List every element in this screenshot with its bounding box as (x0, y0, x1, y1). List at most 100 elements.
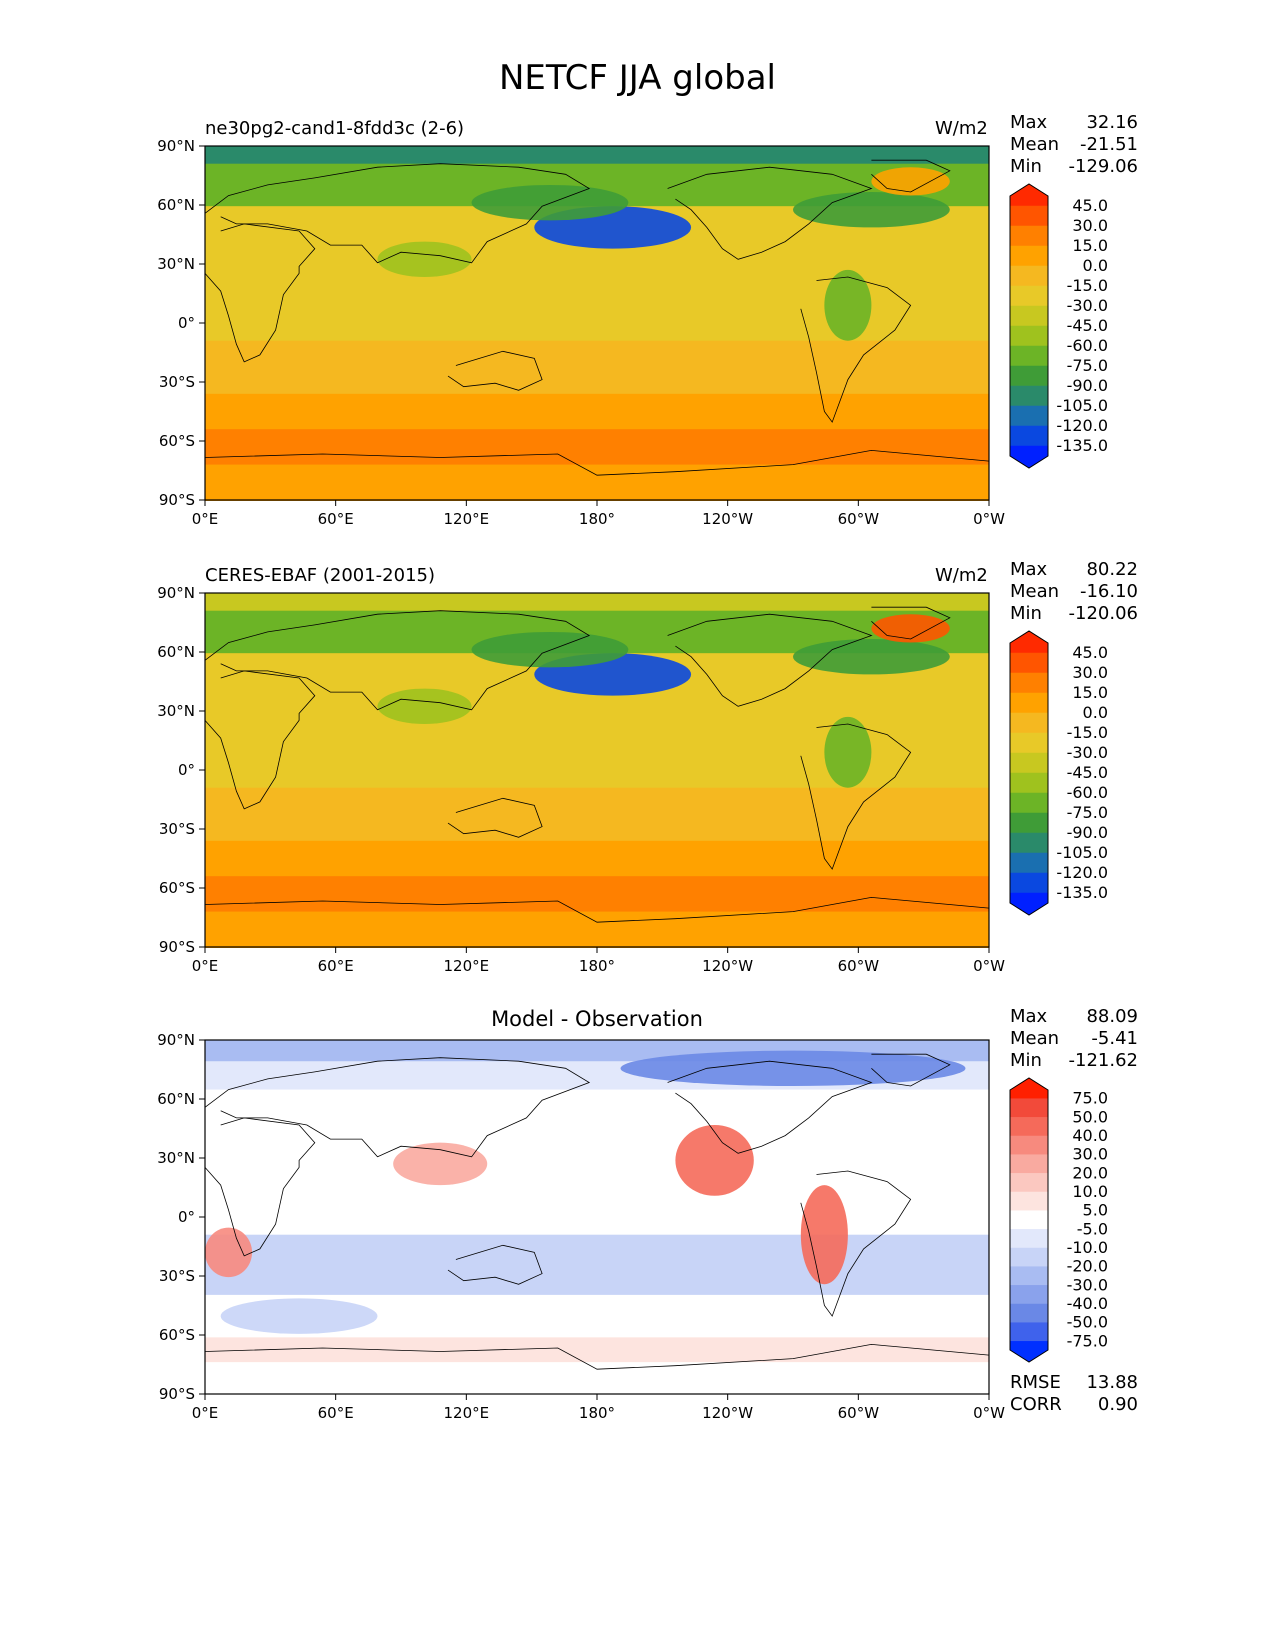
panel-units: W/m2 (935, 118, 988, 139)
stat-row-max: Max 88.09 (1010, 1006, 1138, 1028)
colorbar-swatch (1009, 832, 1049, 854)
stat-value-max: 80.22 (1086, 559, 1138, 580)
lat-tick-label: 60°S (159, 879, 195, 897)
stat-row-mean: Mean -16.10 (1010, 581, 1138, 603)
coastline (447, 1244, 543, 1285)
field-anomaly (871, 167, 950, 196)
field-anomaly (205, 1227, 253, 1278)
colorbar-swatch (1009, 892, 1049, 916)
colorbar-swatch (1009, 672, 1049, 694)
stat-label-min: Min (1010, 156, 1042, 177)
stat-label-max: Max (1010, 1006, 1048, 1027)
lon-tick-label: 120°W (702, 1404, 753, 1422)
coastline (204, 896, 990, 923)
coastline (204, 1117, 316, 1257)
stat-value-mean: -21.51 (1079, 134, 1138, 155)
colorbar-tick-label: -45.0 (1067, 316, 1108, 335)
colorbar-swatch (1009, 205, 1049, 227)
colorbar-tick-label: 45.0 (1072, 196, 1108, 215)
colorbar-swatch (1009, 772, 1049, 794)
colorbar-swatch (1009, 365, 1049, 387)
lat-tick-label: 90°N (157, 584, 195, 602)
colorbar-swatch (1009, 345, 1049, 367)
colorbar-outline (1009, 183, 1049, 469)
colorbar-swatch (1009, 1154, 1049, 1174)
map-panel-test: 90°N 60°N 30°N 0° 30°S 60°S 90°S0°E 60°E 120°E 18… (157, 137, 1005, 528)
stat-value-min: -129.06 (1068, 156, 1138, 177)
lon-tick-label: 0°W (973, 510, 1005, 528)
field-band (205, 876, 989, 913)
field-band (205, 840, 989, 878)
field-band (205, 699, 989, 789)
colorbar-tick-label: -30.0 (1067, 1275, 1108, 1294)
field-anomaly (471, 631, 629, 668)
lon-tick-label: 60°W (838, 957, 880, 975)
colorbar-tick-label: -15.0 (1067, 276, 1108, 295)
colorbar-tick-label: -10.0 (1067, 1238, 1108, 1257)
coastline (204, 223, 316, 363)
colorbar-tick-label: -50.0 (1067, 1313, 1108, 1332)
lat-tick-label: 90°S (159, 1385, 195, 1403)
colorbar-swatch (1009, 285, 1049, 307)
colorbar-swatch (1009, 1135, 1049, 1155)
panel-left-title: CERES-EBAF (2001-2015) (205, 565, 436, 586)
coastline (800, 276, 912, 423)
colorbar-tick-label: -90.0 (1067, 376, 1108, 395)
colorbar-swatch (1009, 1247, 1049, 1267)
panel-center-title: Model - Observation (491, 1007, 703, 1031)
field-band (205, 1089, 989, 1236)
coastline (204, 163, 591, 264)
lon-tick-label: 0°W (973, 1404, 1005, 1422)
lat-tick-label: 30°N (157, 1149, 195, 1167)
lon-tick-label: 120°E (444, 510, 490, 528)
map-panel-reference: 90°N 60°N 30°N 0° 30°S 60°S 90°S0°E 60°E 120°E 18… (157, 584, 1005, 975)
colorbar-tick-label: -135.0 (1056, 883, 1108, 902)
field-anomaly (377, 241, 472, 277)
map-panel-diff: 90°N 60°N 30°N 0° 30°S 60°S 90°S0°E 60°E 120°E 18… (157, 1031, 1005, 1422)
lon-tick-label: 60°W (838, 510, 880, 528)
lon-tick-label: 120°W (702, 957, 753, 975)
colorbar-outline (1009, 630, 1049, 916)
lat-tick-label: 30°N (157, 702, 195, 720)
colorbar-diff: 75.050.040.030.020.010.05.0-5.0-10.0-20.… (1009, 1077, 1108, 1363)
stat-label-mean: Mean (1010, 581, 1060, 602)
colorbar-swatch (1009, 1229, 1049, 1249)
colorbar-tick-label: 45.0 (1072, 643, 1108, 662)
field-anomaly (793, 639, 950, 675)
lat-tick-label: 60°S (159, 432, 195, 450)
colorbar-swatch (1009, 1341, 1049, 1363)
lon-tick-label: 120°E (444, 957, 490, 975)
colorbar-tick-label: -105.0 (1056, 396, 1108, 415)
stat-value-max: 88.09 (1086, 1006, 1138, 1027)
stat-value-max: 32.16 (1086, 112, 1138, 133)
stat-row-min: Min -120.06 (1010, 603, 1138, 625)
coastline (447, 350, 543, 391)
colorbar-swatch (1009, 652, 1049, 674)
colorbar-tick-label: -5.0 (1077, 1219, 1108, 1238)
colorbar-tick-label: 15.0 (1072, 236, 1108, 255)
lat-tick-label: 60°S (159, 1326, 195, 1344)
colorbar-swatch (1009, 225, 1049, 247)
coastline (204, 1343, 990, 1370)
stat-label-mean: Mean (1010, 134, 1060, 155)
lon-tick-label: 60°E (318, 1404, 354, 1422)
colorbar-swatch (1009, 385, 1049, 407)
panel-units: W/m2 (935, 565, 988, 586)
colorbar-tick-label: 10.0 (1072, 1182, 1108, 1201)
colorbar-tick-label: 30.0 (1072, 1145, 1108, 1164)
stat-value-mean: -16.10 (1079, 581, 1138, 602)
colorbar-tick-label: -15.0 (1067, 723, 1108, 742)
lat-tick-label: 30°S (159, 1267, 195, 1285)
colorbar-tick-label: 5.0 (1083, 1201, 1108, 1220)
panel-left-title: ne30pg2-cand1-8fdd3c (2-6) (205, 118, 465, 139)
colorbar-tick-label: -30.0 (1067, 743, 1108, 762)
colorbar-tick-label: 20.0 (1072, 1163, 1108, 1182)
stat-value-min: -120.06 (1068, 603, 1138, 624)
lat-tick-label: 30°S (159, 820, 195, 838)
colorbar-tick-label: 30.0 (1072, 663, 1108, 682)
coastline (204, 670, 316, 810)
colorbar-swatch (1009, 425, 1049, 447)
colorbar-tick-label: -120.0 (1056, 416, 1108, 435)
field-anomaly (800, 1185, 848, 1285)
colorbar-swatch (1009, 245, 1049, 267)
